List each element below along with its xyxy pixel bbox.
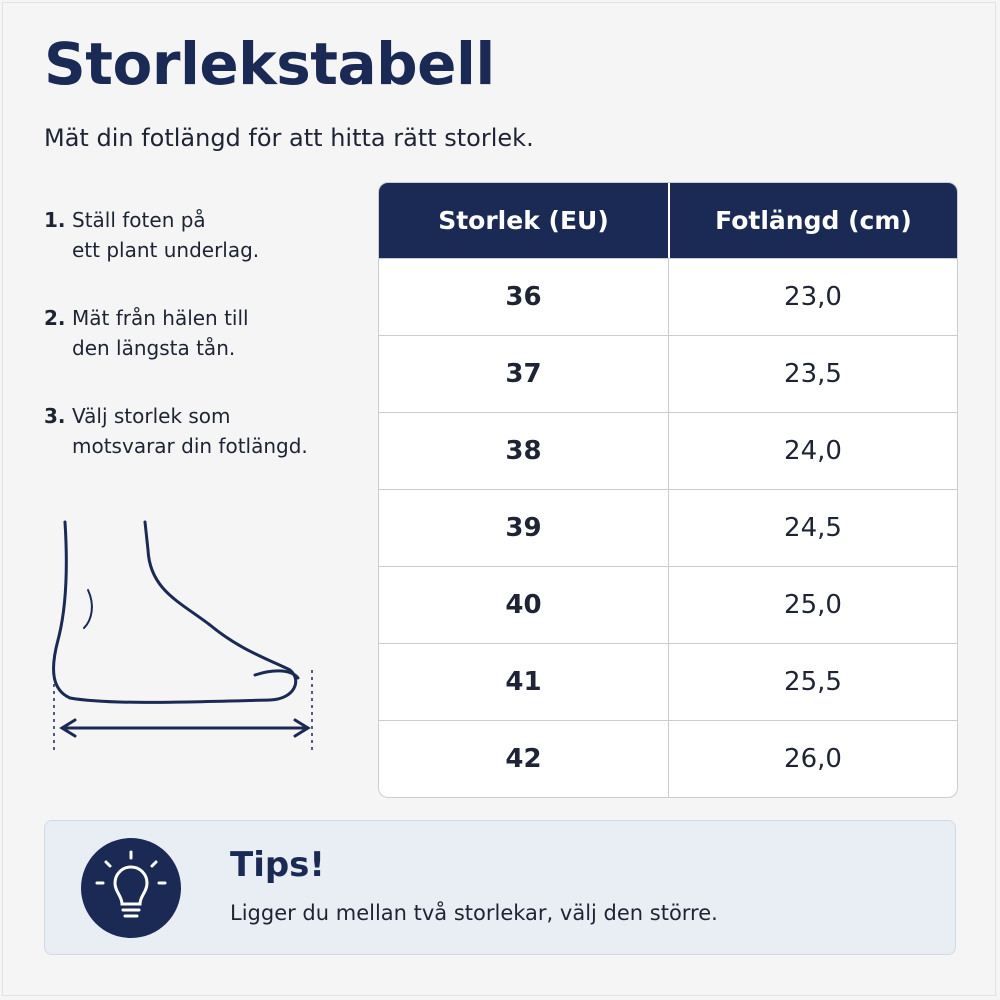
- step-line: Välj storlek som: [72, 404, 231, 428]
- size-cell: 42: [379, 720, 668, 797]
- length-cell: 23,5: [668, 335, 957, 412]
- table-row: 39 24,5: [379, 489, 957, 566]
- step-line: motsvarar din fotlängd.: [72, 434, 308, 458]
- title: Storlekstabell: [44, 30, 495, 98]
- tips-text: Ligger du mellan två storlekar, välj den…: [230, 901, 718, 925]
- step: 1. Ställ foten på ett plant underlag.: [44, 205, 364, 265]
- step-number: 1.: [44, 208, 66, 232]
- length-cell: 24,0: [668, 412, 957, 489]
- length-cell: 24,5: [668, 489, 957, 566]
- size-cell: 39: [379, 489, 668, 566]
- step-number: 3.: [44, 404, 66, 428]
- step-line: den längsta tån.: [72, 336, 236, 360]
- length-cell: 23,0: [668, 258, 957, 335]
- table-row: 37 23,5: [379, 335, 957, 412]
- size-cell: 40: [379, 566, 668, 643]
- step: 2. Mät från hälen till den längsta tån.: [44, 303, 364, 363]
- steps: 1. Ställ foten på ett plant underlag. 2. Mät…: [44, 205, 364, 499]
- size-cell: 37: [379, 335, 668, 412]
- step: 3. Välj storlek som motsvarar din fotlängd…: [44, 401, 364, 461]
- foot-illustration: [52, 520, 313, 750]
- step-line: Ställ foten på: [72, 208, 206, 232]
- table-row: 41 25,5: [379, 643, 957, 720]
- tips-box: Tips! Ligger du mellan två storlekar, vä…: [44, 820, 956, 955]
- size-cell: 36: [379, 258, 668, 335]
- size-table: Storlek (EU) Fotlängd (cm) 36 23,0 37 23,5 3…: [378, 182, 958, 798]
- subtitle: Mät din fotlängd för att hitta rätt stor…: [44, 124, 534, 152]
- table-row: 36 23,0: [379, 258, 957, 335]
- lightbulb-icon: [81, 838, 181, 938]
- header-row: Storlek (EU) Fotlängd (cm): [379, 183, 957, 258]
- column-header: Storlek (EU): [379, 183, 668, 258]
- size-cell: 41: [379, 643, 668, 720]
- length-cell: 25,5: [668, 643, 957, 720]
- size-cell: 38: [379, 412, 668, 489]
- tips-title: Tips!: [230, 845, 325, 885]
- length-cell: 25,0: [668, 566, 957, 643]
- table-row: 38 24,0: [379, 412, 957, 489]
- step-line: ett plant underlag.: [72, 238, 260, 262]
- table-body: 36 23,0 37 23,5 38 24,0 39 24,5 40 25,0 41 25,5 42 26…: [379, 258, 957, 797]
- column-header: Fotlängd (cm): [668, 183, 957, 258]
- length-cell: 26,0: [668, 720, 957, 797]
- step-number: 2.: [44, 306, 66, 330]
- step-line: Mät från hälen till: [72, 306, 249, 330]
- table-row: 40 25,0: [379, 566, 957, 643]
- table-row: 42 26,0: [379, 720, 957, 797]
